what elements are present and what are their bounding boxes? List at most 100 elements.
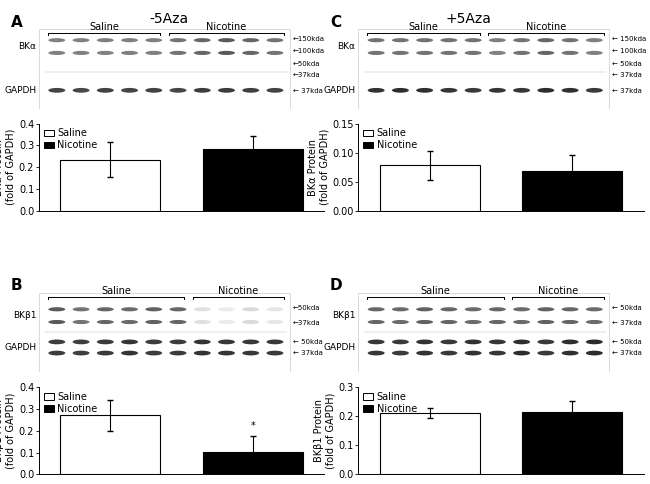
Ellipse shape (465, 307, 482, 311)
Ellipse shape (416, 307, 433, 311)
Ellipse shape (73, 320, 90, 324)
Ellipse shape (194, 88, 211, 93)
Text: Saline: Saline (408, 22, 438, 32)
Ellipse shape (146, 351, 162, 355)
Ellipse shape (392, 38, 409, 42)
Ellipse shape (121, 351, 138, 355)
Ellipse shape (146, 339, 162, 344)
Ellipse shape (73, 38, 90, 42)
Ellipse shape (194, 339, 211, 344)
Ellipse shape (218, 339, 235, 344)
Ellipse shape (218, 320, 235, 324)
Ellipse shape (121, 307, 138, 311)
Ellipse shape (465, 38, 482, 42)
Legend: Saline, Nicotine: Saline, Nicotine (361, 126, 419, 152)
Ellipse shape (266, 339, 283, 344)
Ellipse shape (368, 320, 385, 324)
Ellipse shape (266, 51, 283, 55)
Legend: Saline, Nicotine: Saline, Nicotine (361, 390, 419, 416)
Text: D: D (330, 278, 343, 293)
Text: A: A (10, 15, 22, 30)
Text: ← 150kda: ← 150kda (612, 36, 646, 42)
Ellipse shape (266, 38, 283, 42)
Text: ←50kda: ←50kda (292, 61, 320, 67)
Ellipse shape (489, 307, 506, 311)
Text: GAPDH: GAPDH (4, 343, 36, 352)
Text: C: C (330, 15, 341, 30)
Text: ← 37kda: ← 37kda (612, 72, 642, 78)
Ellipse shape (416, 51, 433, 55)
Text: Saline: Saline (89, 22, 119, 32)
Ellipse shape (121, 38, 138, 42)
Ellipse shape (121, 51, 138, 55)
Ellipse shape (538, 88, 554, 93)
Ellipse shape (465, 351, 482, 355)
Ellipse shape (73, 339, 90, 344)
Ellipse shape (513, 320, 530, 324)
Ellipse shape (562, 307, 578, 311)
Ellipse shape (513, 307, 530, 311)
Text: Nicotine: Nicotine (206, 22, 246, 32)
Ellipse shape (170, 339, 187, 344)
Ellipse shape (586, 38, 603, 42)
Ellipse shape (266, 88, 283, 93)
Ellipse shape (586, 339, 603, 344)
Ellipse shape (392, 51, 409, 55)
Text: ←50kda: ←50kda (292, 305, 320, 312)
Ellipse shape (489, 339, 506, 344)
Ellipse shape (489, 88, 506, 93)
Ellipse shape (170, 88, 187, 93)
Bar (60, 415, 160, 474)
Ellipse shape (368, 38, 385, 42)
Ellipse shape (465, 88, 482, 93)
Ellipse shape (538, 320, 554, 324)
Ellipse shape (48, 38, 65, 42)
Ellipse shape (392, 88, 409, 93)
Text: ← 50kda: ← 50kda (612, 305, 642, 312)
Bar (358, 29, 609, 108)
Bar (203, 149, 303, 211)
Ellipse shape (97, 88, 114, 93)
Text: Saline: Saline (101, 286, 131, 296)
Ellipse shape (441, 307, 458, 311)
Ellipse shape (562, 320, 578, 324)
Text: ← 37kda: ← 37kda (292, 88, 322, 94)
Ellipse shape (465, 339, 482, 344)
Ellipse shape (146, 38, 162, 42)
Text: Nicotine: Nicotine (218, 286, 259, 296)
Bar (380, 166, 480, 211)
Ellipse shape (194, 38, 211, 42)
Ellipse shape (586, 307, 603, 311)
Ellipse shape (416, 339, 433, 344)
Ellipse shape (368, 339, 385, 344)
Ellipse shape (48, 88, 65, 93)
Ellipse shape (586, 88, 603, 93)
Text: BKβ1: BKβ1 (12, 311, 36, 320)
Text: BKα: BKα (18, 42, 36, 51)
Ellipse shape (513, 339, 530, 344)
Ellipse shape (218, 307, 235, 311)
Ellipse shape (218, 351, 235, 355)
Ellipse shape (538, 339, 554, 344)
Ellipse shape (73, 88, 90, 93)
Ellipse shape (562, 351, 578, 355)
Text: ← 37kda: ← 37kda (292, 350, 322, 356)
Text: GAPDH: GAPDH (4, 86, 36, 95)
Text: +5Aza: +5Aza (445, 12, 491, 26)
Text: ← 37kda: ← 37kda (612, 350, 642, 356)
Text: *: * (250, 421, 255, 431)
Text: ←37kda: ←37kda (292, 320, 320, 326)
Ellipse shape (242, 307, 259, 311)
Ellipse shape (562, 51, 578, 55)
Text: ← 37kda: ← 37kda (612, 320, 642, 326)
Ellipse shape (73, 307, 90, 311)
Ellipse shape (218, 38, 235, 42)
Ellipse shape (48, 320, 65, 324)
Ellipse shape (416, 351, 433, 355)
Text: ← 50kda: ← 50kda (612, 61, 642, 67)
Ellipse shape (392, 320, 409, 324)
Text: ← 37kda: ← 37kda (612, 88, 642, 94)
Ellipse shape (194, 51, 211, 55)
Ellipse shape (97, 307, 114, 311)
Text: ←37kda: ←37kda (292, 72, 320, 78)
